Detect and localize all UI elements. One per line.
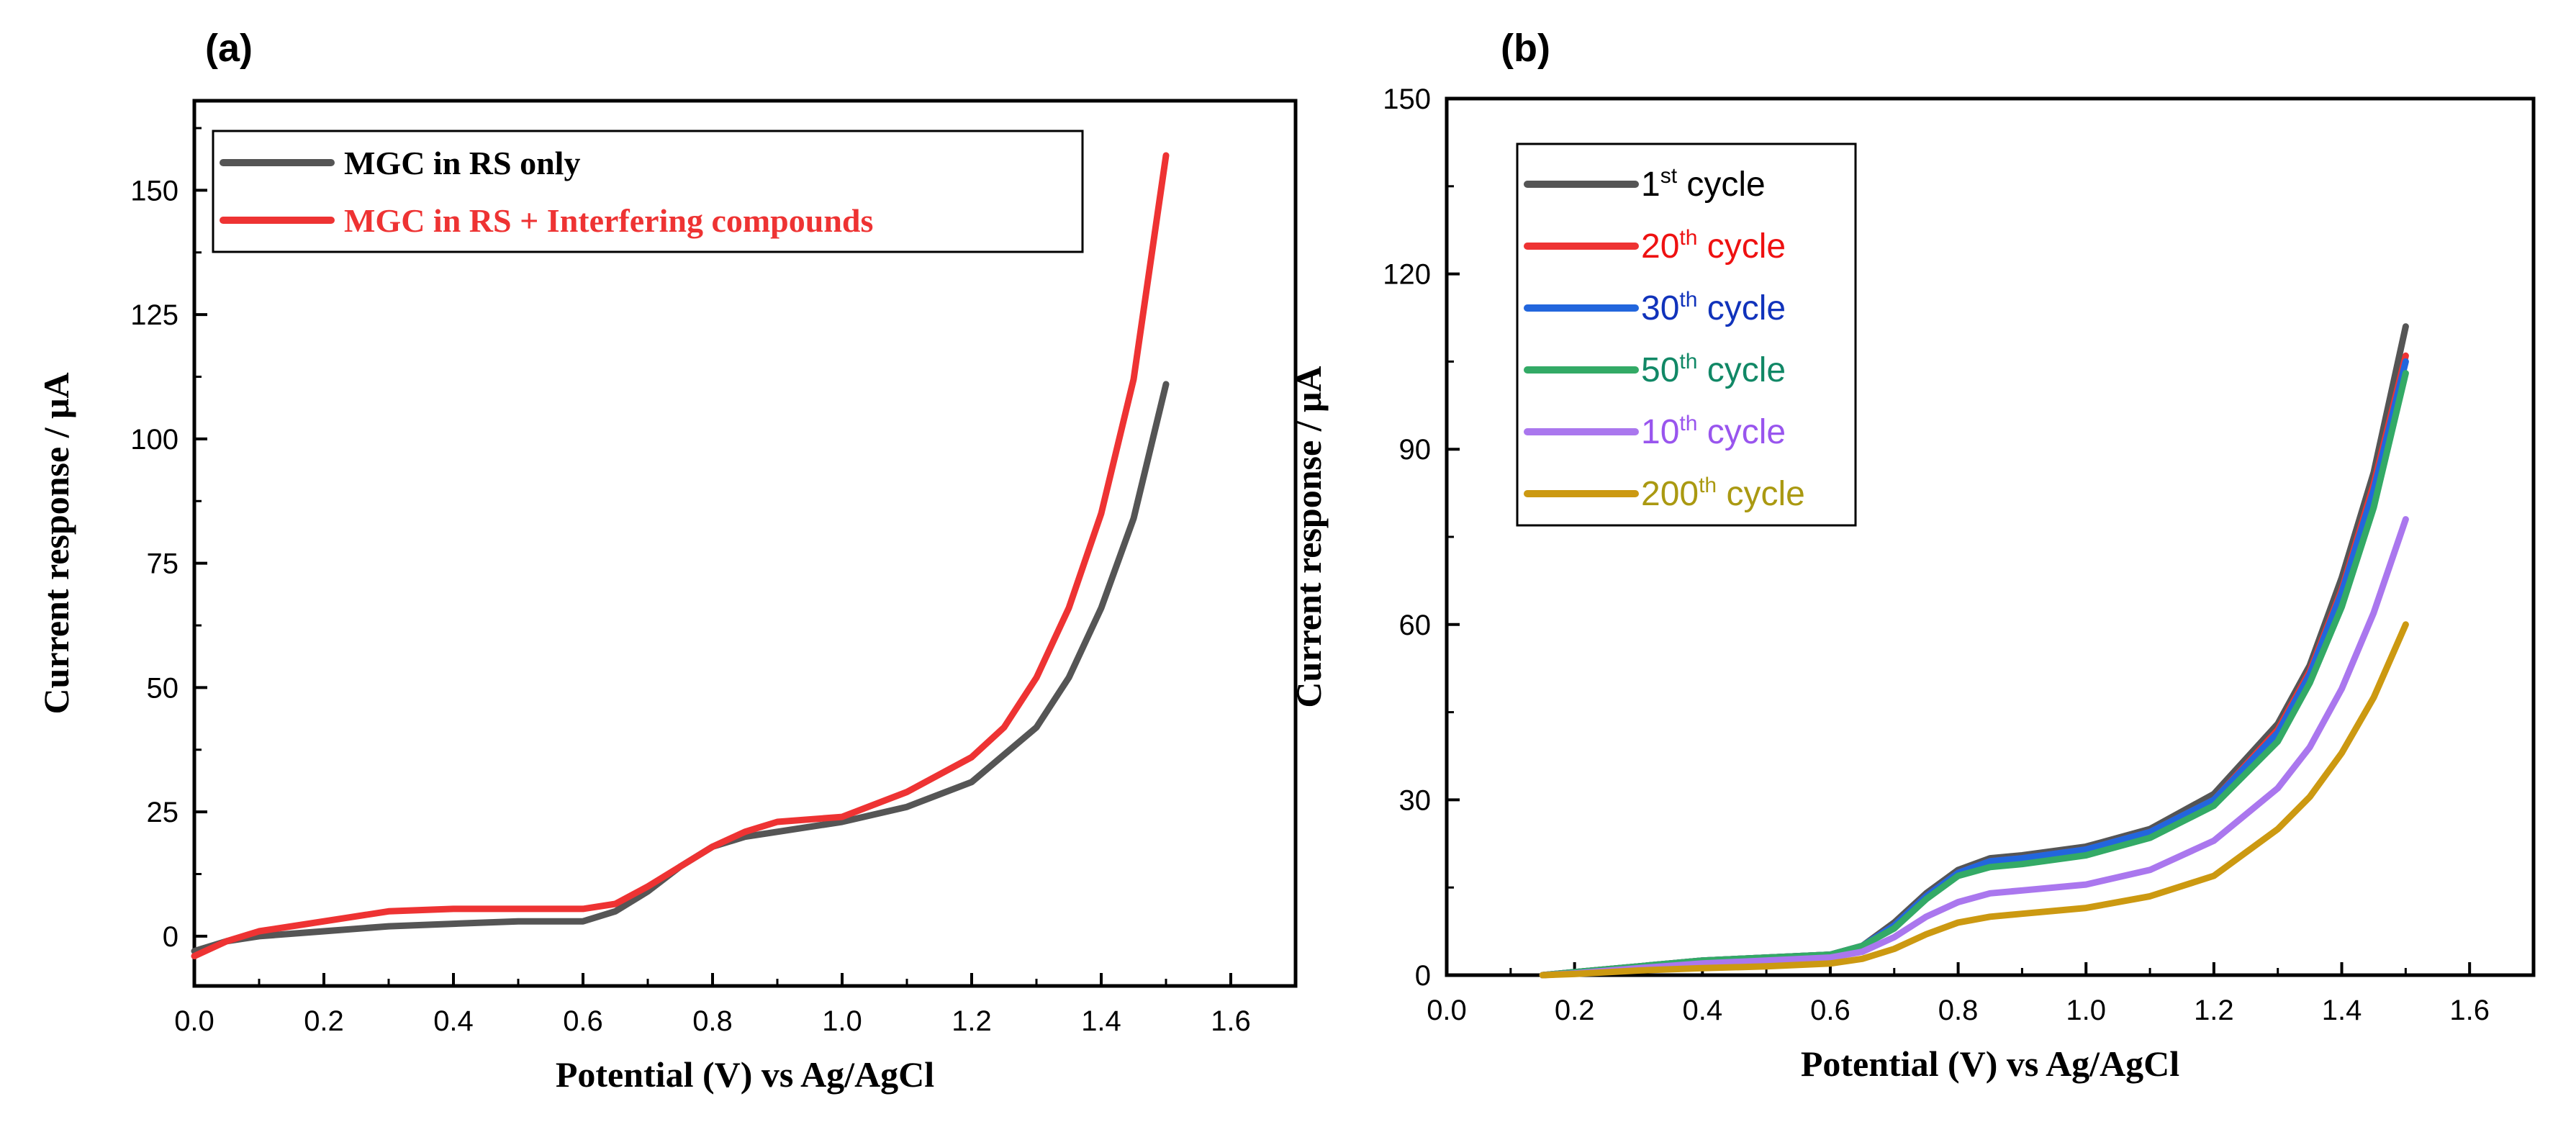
- chart-b: 0.0 0.2 0.4 0.6 0.8 1.0 1.2 1.4 1.60306090120150…: [1288, 83, 2536, 1084]
- x-tick-label: 1.2: [952, 1005, 992, 1037]
- legend-label-number: 50: [1641, 351, 1679, 389]
- x-tick-label: 0.6: [1810, 995, 1850, 1026]
- y-tick-label: 120: [1383, 259, 1431, 291]
- legend-label: 10th cycle: [1641, 412, 1786, 451]
- x-axis-label: Potential (V) vs Ag/AgCl: [556, 1054, 934, 1095]
- x-tick-label: 0.4: [433, 1005, 474, 1037]
- legend-label-suffix-sup: st: [1660, 164, 1678, 188]
- legend-label-text: cycle: [1697, 413, 1786, 451]
- panel-a-label: (a): [205, 27, 253, 70]
- legend-label-suffix-sup: th: [1679, 288, 1697, 312]
- y-tick-label: 60: [1399, 610, 1432, 641]
- x-tick-label: 1.6: [1211, 1005, 1251, 1037]
- x-axis-label: Potential (V) vs Ag/AgCl: [1801, 1044, 2179, 1084]
- legend-label-number: 30: [1641, 289, 1679, 327]
- x-tick-label: 1.0: [2066, 995, 2106, 1026]
- x-tick-label: 0.2: [1555, 995, 1595, 1026]
- y-tick-label: 150: [130, 175, 178, 207]
- legend-label-number: 10: [1641, 413, 1679, 451]
- plot-frame: [192, 99, 1298, 988]
- y-axis-label: Current response / μA: [36, 372, 76, 714]
- y-axis-label: Current response / μA: [1288, 366, 1329, 707]
- chart-a: 0.0 0.2 0.4 0.6 0.8 1.0 1.2 1.4 1.6 0 25 50 75 100 125…: [36, 99, 1298, 1095]
- legend-label: 20th cycle: [1641, 226, 1786, 266]
- legend-label: MGC in RS only: [344, 145, 580, 181]
- series-line-2: [191, 152, 1170, 959]
- y-tick-label: 50: [147, 672, 179, 704]
- x-tick-label: 0.2: [304, 1005, 344, 1037]
- y-tick-label: 0: [1415, 960, 1431, 992]
- x-tick-label: 0.6: [563, 1005, 603, 1037]
- legend-label: MGC in RS + Interfering compounds: [344, 202, 873, 239]
- legend-label-suffix-sup: th: [1679, 226, 1697, 250]
- y-tick-label: 100: [130, 424, 178, 456]
- legend-label-suffix-sup: th: [1679, 350, 1697, 374]
- x-tick-label: 1.4: [2322, 995, 2362, 1026]
- legend-label: 1st cycle: [1641, 164, 1766, 204]
- legend-label-number: 20: [1641, 227, 1679, 266]
- x-tick-label: 0.8: [1938, 995, 1979, 1026]
- legend-box: [212, 130, 1084, 253]
- legend-label: 30th cycle: [1641, 288, 1786, 327]
- x-tick-label: 0.0: [174, 1005, 214, 1037]
- y-tick-label: 125: [130, 299, 178, 331]
- legend-label: 200th cycle: [1641, 474, 1805, 513]
- series-line-5: [1539, 516, 2409, 979]
- legend-label: 50th cycle: [1641, 350, 1786, 389]
- legend-label-text: cycle: [1697, 289, 1786, 327]
- y-tick-label: 25: [147, 797, 179, 828]
- legend-label-number: 1: [1641, 166, 1660, 204]
- y-tick-label: 150: [1383, 83, 1431, 115]
- legend-label-text: cycle: [1697, 227, 1786, 266]
- y-tick-label: 0: [163, 921, 178, 953]
- y-tick-label: 90: [1399, 434, 1432, 466]
- legend-label-number: 200: [1641, 475, 1699, 513]
- y-tick-label: 30: [1399, 784, 1432, 816]
- legend-label-text: cycle: [1677, 166, 1766, 204]
- x-tick-label: 1.4: [1081, 1005, 1121, 1037]
- x-tick-label: 1.6: [2449, 995, 2490, 1026]
- legend: MGC in RS only MGC in RS + Interfering co…: [212, 130, 1084, 253]
- x-tick-label: 0.4: [1682, 995, 1722, 1026]
- legend-label-suffix-sup: th: [1679, 412, 1697, 435]
- legend-box: [1516, 142, 1857, 527]
- panel-b-label: (b): [1501, 27, 1550, 70]
- legend-label-text: cycle: [1697, 351, 1786, 389]
- series-line-6: [1539, 621, 2409, 979]
- legend-label-text: cycle: [1717, 475, 1805, 513]
- legend-label-suffix-sup: th: [1699, 474, 1717, 497]
- x-tick-label: 0.0: [1427, 995, 1467, 1026]
- x-tick-label: 0.8: [692, 1005, 733, 1037]
- y-tick-label: 75: [147, 548, 179, 580]
- x-tick-label: 1.0: [822, 1005, 862, 1037]
- x-tick-label: 1.2: [2194, 995, 2234, 1026]
